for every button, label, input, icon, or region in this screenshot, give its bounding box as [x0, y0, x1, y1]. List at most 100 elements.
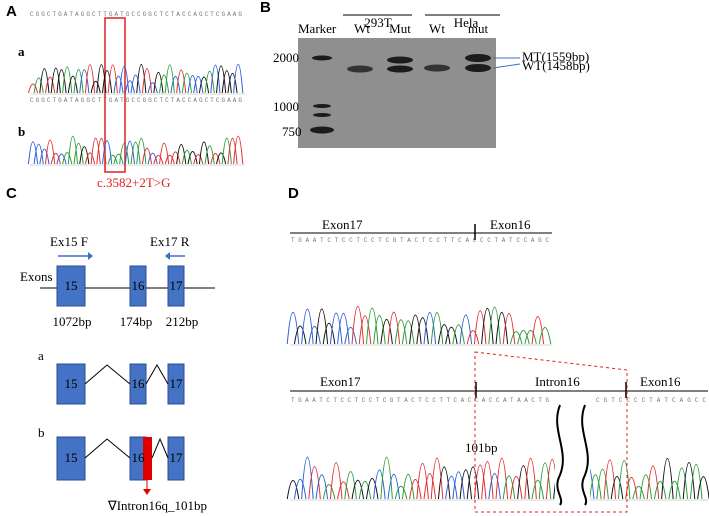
panel-label: D [288, 185, 299, 202]
peak [409, 479, 422, 500]
peak [502, 312, 516, 345]
exon-number: 17 [170, 376, 184, 391]
peak [204, 145, 215, 165]
peak [193, 75, 204, 94]
peak [387, 474, 401, 500]
peak [639, 474, 653, 500]
exon-number: 15 [65, 278, 78, 293]
insert-label: ∇Intron16q_101bp [107, 498, 207, 513]
peak [45, 139, 56, 165]
peak [136, 138, 147, 165]
peak [653, 480, 667, 500]
peak [625, 476, 638, 500]
insert-label: 101bp [465, 440, 498, 455]
peak [473, 310, 487, 345]
peak [315, 308, 329, 345]
peak [459, 469, 473, 500]
peak [466, 330, 480, 345]
peak [96, 64, 107, 94]
peak [73, 142, 84, 165]
peak [344, 326, 357, 345]
peak [233, 135, 244, 165]
size-label: 1072bp [53, 314, 92, 329]
peak [488, 306, 501, 345]
mutation-label: c.3582+2T>G [97, 175, 171, 190]
peak [358, 480, 372, 500]
peak [315, 474, 329, 500]
peak [337, 312, 350, 345]
peak [589, 474, 602, 500]
size-label: 1000 [273, 99, 299, 114]
exon-number: 16 [132, 450, 146, 465]
peak [445, 475, 458, 500]
region-label: Exon16 [490, 217, 531, 232]
peak [73, 69, 84, 94]
peak [33, 77, 44, 94]
sequence: CGGCTGATAGGCTTGATGCCGGCTCTACCAGCTCGAAG [30, 97, 242, 104]
peak [437, 466, 451, 500]
peak [198, 76, 210, 94]
peak [322, 484, 336, 500]
break-mark [556, 404, 589, 506]
peak [181, 149, 192, 165]
exon-number: 15 [65, 450, 78, 465]
region-label: Exon16 [640, 374, 681, 389]
peak [90, 138, 101, 165]
exon-number: 15 [65, 376, 78, 391]
peak [141, 147, 153, 165]
size-label: 174bp [120, 314, 153, 329]
arrowhead [165, 252, 170, 260]
peak [113, 153, 124, 165]
peak [62, 66, 73, 94]
sequence: CGGCTGATAGGCTTGATGCCGGCTCTACCAGCTCGAAG [30, 11, 242, 18]
lane-label: Wt [354, 21, 370, 36]
peak [365, 307, 379, 345]
peak [96, 138, 107, 165]
peak [187, 151, 198, 165]
peak [293, 478, 307, 500]
lane-label: Mut [389, 21, 411, 36]
peak [380, 457, 393, 500]
peak [193, 154, 204, 165]
peak [39, 68, 50, 94]
highlight-box [104, 17, 126, 173]
peak [329, 312, 343, 345]
region-label: Exon17 [320, 374, 361, 389]
insert [143, 437, 152, 480]
peak [373, 469, 386, 500]
exon-number: 17 [170, 278, 184, 293]
peak [62, 152, 73, 165]
size-label: 750 [282, 124, 302, 139]
lane-label: Wt [429, 21, 445, 36]
peak [124, 140, 135, 165]
group-label: 293T [364, 15, 392, 30]
lane-label: mut [468, 21, 489, 36]
peak [56, 153, 67, 165]
peak [210, 152, 221, 165]
peak [430, 312, 444, 345]
region-label: Intron16 [535, 374, 580, 389]
peak [301, 457, 314, 500]
peak [84, 152, 96, 165]
peak [617, 460, 631, 500]
peak [437, 324, 451, 345]
bands [310, 54, 491, 134]
peak [198, 141, 210, 165]
peak [517, 465, 530, 500]
peak [90, 80, 101, 94]
peak [84, 64, 96, 94]
isoform-label: b [38, 425, 45, 440]
peak [531, 479, 545, 500]
peak [159, 74, 170, 94]
peak [164, 154, 175, 165]
peak [481, 307, 494, 345]
peak [358, 315, 372, 345]
peak [481, 461, 494, 500]
exon-number: 16 [132, 278, 146, 293]
splice [84, 437, 169, 459]
peak [216, 152, 227, 165]
peak [329, 462, 343, 500]
primer-label: Ex17 R [150, 234, 190, 249]
peak [423, 311, 437, 345]
peak [27, 83, 39, 94]
